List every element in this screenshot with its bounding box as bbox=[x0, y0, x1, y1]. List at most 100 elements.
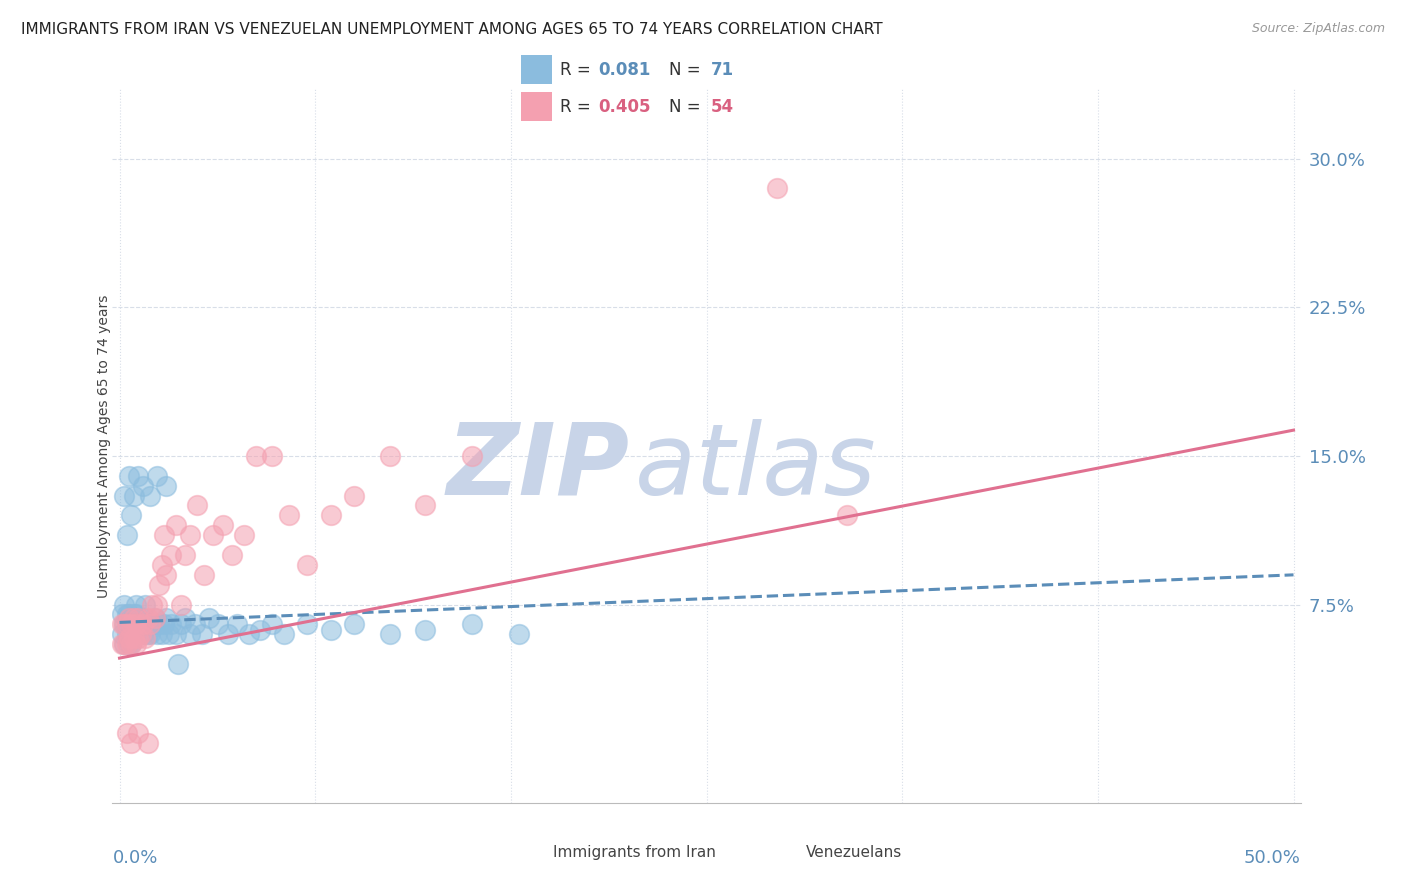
Point bbox=[112, 489, 135, 503]
Point bbox=[837, 508, 859, 523]
Point bbox=[148, 617, 170, 632]
Point bbox=[150, 558, 173, 572]
Point bbox=[129, 617, 152, 632]
Point bbox=[179, 627, 201, 641]
Point bbox=[129, 627, 152, 641]
Point bbox=[136, 627, 159, 641]
Text: R =: R = bbox=[560, 98, 591, 116]
Point bbox=[217, 627, 239, 641]
Point bbox=[413, 624, 436, 638]
Point bbox=[160, 617, 183, 632]
Point bbox=[157, 627, 180, 641]
Point bbox=[125, 627, 148, 641]
Text: atlas: atlas bbox=[636, 419, 877, 516]
Point bbox=[297, 558, 319, 572]
Point bbox=[186, 499, 208, 513]
Text: N =: N = bbox=[669, 61, 702, 78]
Point bbox=[118, 617, 141, 632]
Point bbox=[221, 548, 243, 562]
Point bbox=[127, 627, 149, 641]
Point bbox=[207, 617, 229, 632]
Point bbox=[273, 627, 295, 641]
Point bbox=[125, 607, 148, 622]
Point bbox=[122, 489, 145, 503]
Point bbox=[120, 637, 142, 651]
Point bbox=[132, 478, 155, 492]
Text: Venezuelans: Venezuelans bbox=[806, 846, 901, 860]
Point bbox=[319, 508, 342, 523]
Point bbox=[125, 637, 148, 651]
Point bbox=[143, 611, 166, 625]
Point bbox=[174, 548, 197, 562]
Point bbox=[245, 449, 267, 463]
Point bbox=[134, 598, 156, 612]
Point bbox=[111, 617, 134, 632]
Point bbox=[139, 627, 162, 641]
Point bbox=[122, 632, 145, 646]
Point bbox=[139, 617, 162, 632]
Point bbox=[120, 637, 142, 651]
Point bbox=[148, 578, 170, 592]
Text: 50.0%: 50.0% bbox=[1244, 849, 1301, 867]
Point bbox=[461, 617, 484, 632]
Point bbox=[183, 617, 205, 632]
Text: Source: ZipAtlas.com: Source: ZipAtlas.com bbox=[1251, 22, 1385, 36]
Text: Immigrants from Iran: Immigrants from Iran bbox=[553, 846, 716, 860]
Text: ZIP: ZIP bbox=[446, 419, 630, 516]
Point bbox=[112, 617, 135, 632]
Point bbox=[197, 611, 219, 625]
Point bbox=[127, 468, 149, 483]
Point bbox=[127, 611, 149, 625]
Point bbox=[118, 632, 141, 646]
Point bbox=[129, 627, 152, 641]
Point bbox=[766, 181, 789, 195]
Point bbox=[120, 736, 142, 750]
Point bbox=[115, 726, 138, 740]
Point bbox=[233, 528, 256, 542]
Point bbox=[461, 449, 484, 463]
Point bbox=[122, 617, 145, 632]
Point bbox=[125, 617, 148, 632]
Point bbox=[127, 632, 149, 646]
Point bbox=[118, 468, 141, 483]
Point bbox=[125, 598, 148, 612]
Point bbox=[120, 617, 142, 632]
Point bbox=[165, 627, 187, 641]
Point bbox=[112, 637, 135, 651]
Point bbox=[118, 611, 141, 625]
Point bbox=[319, 624, 342, 638]
Point bbox=[150, 627, 173, 641]
Point bbox=[112, 637, 135, 651]
Point bbox=[132, 617, 155, 632]
Text: 0.405: 0.405 bbox=[598, 98, 651, 116]
Point bbox=[136, 611, 159, 625]
Point bbox=[122, 607, 145, 622]
Point bbox=[179, 528, 201, 542]
Point bbox=[115, 627, 138, 641]
Point bbox=[155, 611, 177, 625]
Point bbox=[165, 518, 187, 533]
Point bbox=[122, 611, 145, 625]
Point bbox=[139, 489, 162, 503]
Point bbox=[118, 637, 141, 651]
Text: 71: 71 bbox=[710, 61, 734, 78]
Point bbox=[262, 617, 284, 632]
Point bbox=[134, 632, 156, 646]
Point bbox=[297, 617, 319, 632]
Point bbox=[167, 657, 190, 671]
Text: N =: N = bbox=[669, 98, 702, 116]
Point bbox=[155, 478, 177, 492]
Point bbox=[115, 617, 138, 632]
Point bbox=[112, 617, 135, 632]
Text: IMMIGRANTS FROM IRAN VS VENEZUELAN UNEMPLOYMENT AMONG AGES 65 TO 74 YEARS CORREL: IMMIGRANTS FROM IRAN VS VENEZUELAN UNEMP… bbox=[21, 22, 883, 37]
Point bbox=[120, 508, 142, 523]
Point bbox=[343, 617, 366, 632]
Point bbox=[508, 627, 530, 641]
Point bbox=[132, 627, 155, 641]
Point bbox=[146, 627, 169, 641]
Point bbox=[190, 627, 212, 641]
Point bbox=[136, 617, 159, 632]
Text: 0.0%: 0.0% bbox=[112, 849, 157, 867]
Point bbox=[120, 617, 142, 632]
Point bbox=[153, 617, 176, 632]
